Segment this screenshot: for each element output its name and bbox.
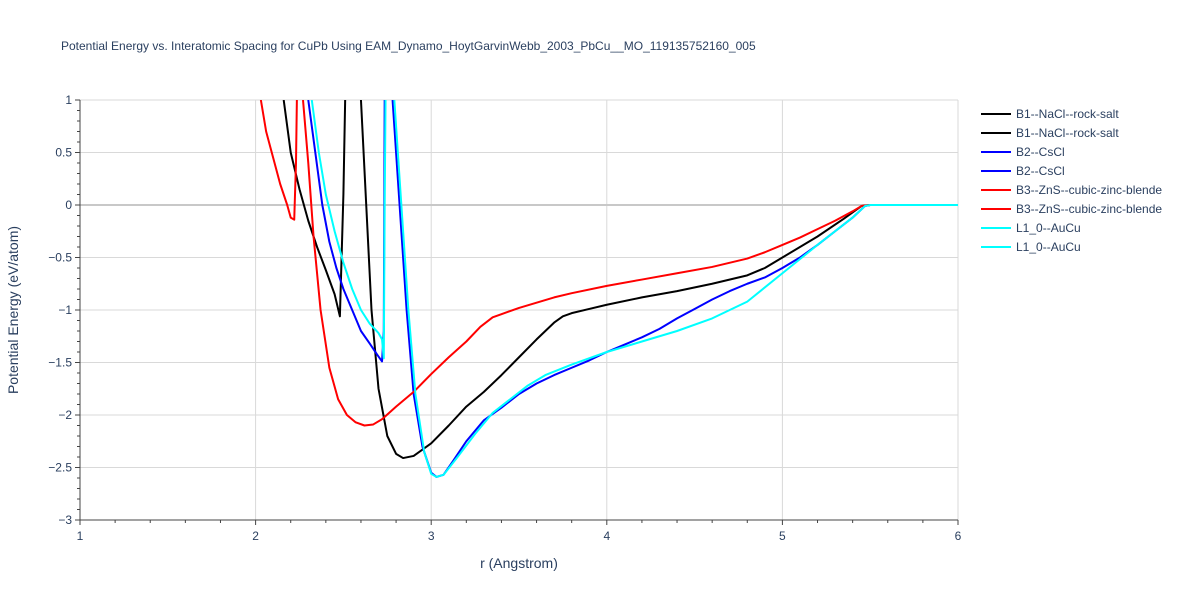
series-group bbox=[259, 100, 958, 478]
y-tick-label: −2 bbox=[58, 408, 72, 422]
legend-label: B1--NaCl--rock-salt bbox=[1016, 126, 1119, 140]
series-line bbox=[307, 100, 386, 363]
legend[interactable]: B1--NaCl--rock-salt B1--NaCl--rock-salt B2… bbox=[981, 107, 1162, 254]
legend-label: B3--ZnS--cubic-zinc-blende bbox=[1016, 183, 1162, 197]
y-tick-label: −0.5 bbox=[48, 251, 72, 265]
y-tick-label: 1 bbox=[65, 93, 72, 107]
legend-item[interactable]: B3--ZnS--cubic-zinc-blende bbox=[981, 183, 1162, 197]
legend-item[interactable]: B1--NaCl--rock-salt bbox=[981, 126, 1119, 140]
y-tick-label: −2.5 bbox=[48, 461, 72, 475]
legend-label: B3--ZnS--cubic-zinc-blende bbox=[1016, 202, 1162, 216]
legend-label: L1_0--AuCu bbox=[1016, 221, 1081, 235]
legend-item[interactable]: L1_0--AuCu bbox=[981, 221, 1081, 235]
y-tick-label: 0 bbox=[65, 198, 72, 212]
x-tick-label: 1 bbox=[77, 529, 84, 543]
y-tick-label: −3 bbox=[58, 513, 72, 527]
legend-label: B2--CsCl bbox=[1016, 145, 1065, 159]
series-line bbox=[282, 100, 347, 318]
x-tick-label: 4 bbox=[603, 529, 610, 543]
y-tick-label: −1.5 bbox=[48, 356, 72, 370]
series-line bbox=[359, 100, 958, 460]
legend-item[interactable]: B1--NaCl--rock-salt bbox=[981, 107, 1119, 121]
legend-item[interactable]: B3--ZnS--cubic-zinc-blende bbox=[981, 202, 1162, 216]
series-line bbox=[302, 100, 958, 427]
x-axis-title: r (Angstrom) bbox=[480, 555, 558, 571]
series-line bbox=[393, 100, 958, 478]
y-axis-ticks: −3 −2.5 −2 −1.5 −1 −0.5 0 0.5 1 bbox=[48, 93, 80, 527]
grid bbox=[80, 99, 959, 520]
x-axis-ticks: 1 2 3 4 5 6 bbox=[77, 520, 962, 543]
series-line bbox=[310, 100, 387, 360]
y-axis-title: Potential Energy (eV/atom) bbox=[5, 226, 21, 394]
series-line bbox=[259, 100, 298, 221]
legend-label: B2--CsCl bbox=[1016, 164, 1065, 178]
chart-title: Potential Energy vs. Interatomic Spacing… bbox=[61, 39, 756, 53]
y-tick-label: −1 bbox=[58, 303, 72, 317]
series-line bbox=[391, 100, 958, 478]
legend-label: B1--NaCl--rock-salt bbox=[1016, 107, 1119, 121]
x-tick-label: 3 bbox=[428, 529, 435, 543]
legend-item[interactable]: B2--CsCl bbox=[981, 164, 1065, 178]
x-tick-label: 2 bbox=[252, 529, 259, 543]
x-tick-label: 6 bbox=[955, 529, 962, 543]
legend-label: L1_0--AuCu bbox=[1016, 240, 1081, 254]
legend-item[interactable]: B2--CsCl bbox=[981, 145, 1065, 159]
x-tick-label: 5 bbox=[779, 529, 786, 543]
y-tick-label: 0.5 bbox=[55, 146, 72, 160]
legend-item[interactable]: L1_0--AuCu bbox=[981, 240, 1081, 254]
